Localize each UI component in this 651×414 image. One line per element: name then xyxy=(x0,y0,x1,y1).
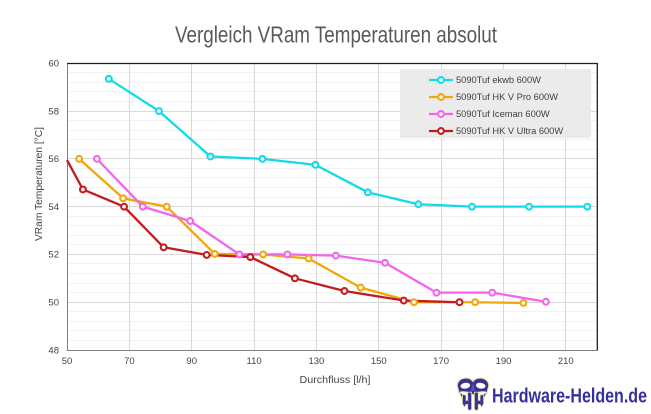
svg-text:VRam Temperaturen [°C]: VRam Temperaturen [°C] xyxy=(34,127,45,241)
svg-text:110: 110 xyxy=(247,356,262,367)
svg-text:5090Tuf Iceman 600W: 5090Tuf Iceman 600W xyxy=(456,109,550,119)
svg-text:60: 60 xyxy=(48,59,59,70)
svg-text:210: 210 xyxy=(558,356,574,367)
svg-text:52: 52 xyxy=(48,250,59,261)
svg-text:50: 50 xyxy=(62,356,73,367)
svg-text:130: 130 xyxy=(308,356,324,367)
svg-text:70: 70 xyxy=(124,356,135,367)
svg-text:58: 58 xyxy=(48,106,59,117)
svg-text:Hardware-Helden.de: Hardware-Helden.de xyxy=(492,385,647,408)
svg-text:54: 54 xyxy=(48,202,59,213)
svg-text:5090Tuf HK V Pro 600W: 5090Tuf HK V Pro 600W xyxy=(456,92,558,102)
svg-text:48: 48 xyxy=(48,345,59,356)
svg-text:150: 150 xyxy=(371,356,387,367)
svg-text:90: 90 xyxy=(186,356,197,367)
svg-text:Durchfluss [l/h]: Durchfluss [l/h] xyxy=(300,375,371,386)
svg-text:170: 170 xyxy=(433,356,449,367)
svg-text:56: 56 xyxy=(48,154,59,165)
svg-text:5090Tuf ekwb 600W: 5090Tuf ekwb 600W xyxy=(456,75,541,85)
svg-text:190: 190 xyxy=(496,356,512,367)
svg-text:50: 50 xyxy=(48,298,59,309)
svg-text:Vergleich VRam Temperaturen ab: Vergleich VRam Temperaturen absolut xyxy=(175,22,497,48)
svg-text:5090Tuf HK V Ultra 600W: 5090Tuf HK V Ultra 600W xyxy=(456,126,563,136)
